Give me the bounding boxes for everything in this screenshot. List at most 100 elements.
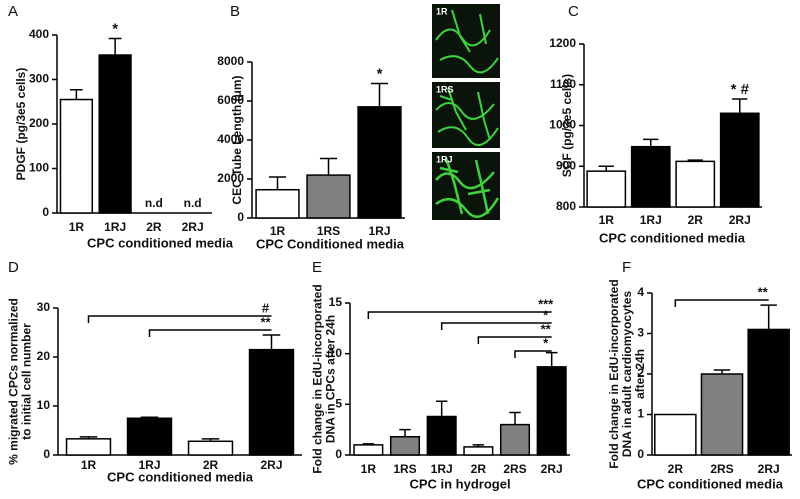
x-tick-label: 1R xyxy=(599,213,615,227)
x-axis-title: CPC conditioned media xyxy=(637,476,784,491)
bar xyxy=(98,54,132,214)
bar xyxy=(719,112,760,208)
significance-mark: * xyxy=(377,65,383,82)
micrograph xyxy=(432,4,500,78)
y-axis-title: to initial cell number xyxy=(20,323,34,440)
significance-label: ** xyxy=(758,284,769,299)
significance-bracket xyxy=(367,311,552,319)
error-bar xyxy=(598,165,614,172)
y-tick-label: 4000 xyxy=(217,132,244,146)
value-label: n.d xyxy=(145,196,163,210)
error-bar xyxy=(399,428,411,437)
panel-letter: D xyxy=(8,259,19,276)
bar xyxy=(654,413,697,456)
y-tick-label: 2 xyxy=(637,366,644,380)
y-tick-label: 5 xyxy=(335,397,342,411)
error-bar xyxy=(370,82,389,107)
tube-network xyxy=(435,87,499,147)
significance-label: * xyxy=(543,335,549,350)
bar xyxy=(463,446,494,456)
tube-network xyxy=(435,157,500,218)
error-bar xyxy=(643,138,659,147)
y-tick-label: 30 xyxy=(37,300,51,314)
bar xyxy=(187,440,234,456)
error-bar xyxy=(545,351,558,367)
y-tick-label: 200 xyxy=(29,116,49,130)
x-tick-label: 1RJ xyxy=(431,462,453,476)
error-bar xyxy=(472,444,485,447)
bar xyxy=(255,188,300,219)
y-tick-label: 0 xyxy=(42,205,49,219)
y-tick-label: 800 xyxy=(556,199,576,213)
significance-mark: * xyxy=(112,21,118,38)
x-tick-label: 2R xyxy=(203,458,219,472)
x-tick-label: 1RJ xyxy=(138,458,160,472)
y-tick-label: 900 xyxy=(556,158,576,172)
significance-bracket xyxy=(514,350,552,358)
y-tick-label: 6000 xyxy=(217,93,244,107)
bar xyxy=(248,348,295,456)
image-label: 1RS xyxy=(436,84,454,94)
image-label: 1RJ xyxy=(436,154,453,164)
y-axis-title: CEC Tube Length (μm) xyxy=(230,75,244,204)
x-tick-label: 2RJ xyxy=(729,213,751,227)
y-tick-label: 15 xyxy=(329,295,343,309)
bar xyxy=(700,373,744,456)
bar xyxy=(306,174,351,219)
error-bar xyxy=(319,157,338,176)
x-tick-label: 2RJ xyxy=(541,462,563,476)
x-axis-title: CPC conditioned media xyxy=(87,235,234,250)
y-axis-title: % migrated CPCs normalized xyxy=(7,298,21,465)
x-tick-label: 1R xyxy=(69,220,85,234)
bar xyxy=(59,98,94,214)
y-tick-label: 1 xyxy=(637,407,644,421)
error-bar xyxy=(435,400,448,417)
y-tick-label: 0 xyxy=(335,447,342,461)
panel-letter: C xyxy=(568,3,579,20)
y-tick-label: 300 xyxy=(29,72,49,86)
y-axis-title: DNA in CPCs after 24h xyxy=(324,315,338,443)
significance-label: ** xyxy=(541,321,552,336)
x-tick-label: 2RJ xyxy=(260,458,282,472)
significance-label: *** xyxy=(538,296,554,311)
bar xyxy=(499,423,531,456)
significance-label: * xyxy=(543,307,549,322)
error-bar xyxy=(268,176,287,190)
x-axis-title: CPC Conditioned media xyxy=(256,236,405,251)
y-tick-label: 400 xyxy=(29,27,49,41)
y-tick-label: 3 xyxy=(637,326,644,340)
y-axis-title: Fold change in EdU-incorporated xyxy=(607,279,621,468)
y-tick-label: 0 xyxy=(637,447,644,461)
significance-label: # xyxy=(262,300,270,315)
error-bar xyxy=(732,98,748,114)
y-axis-title: after 24h xyxy=(633,349,647,399)
error-bar xyxy=(79,436,98,439)
x-tick-label: 2RS xyxy=(503,462,526,476)
significance-bracket xyxy=(477,336,552,344)
significance-mark: * # xyxy=(731,81,750,98)
bar xyxy=(630,145,671,208)
error-bar xyxy=(509,411,521,425)
y-tick-label: 2000 xyxy=(217,171,244,185)
panel-letter: E xyxy=(312,259,322,276)
bar xyxy=(586,170,627,208)
panel-letter: A xyxy=(8,3,18,20)
error-bar xyxy=(70,88,83,100)
error-bar xyxy=(687,159,703,162)
bar xyxy=(536,366,567,456)
tube-network xyxy=(435,9,499,74)
significance-bracket xyxy=(148,329,272,337)
image-label: 1R xyxy=(436,6,448,16)
error-bar xyxy=(760,304,777,330)
significance-bracket xyxy=(440,322,552,330)
x-tick-label: 1RJ xyxy=(640,213,662,227)
y-tick-label: 100 xyxy=(29,161,49,175)
x-axis-title: CPC conditioned media xyxy=(599,230,746,245)
bar xyxy=(675,160,716,208)
y-axis-title: PDGF (pg/3e5 cells) xyxy=(14,68,28,181)
panel-letter: F xyxy=(622,259,631,276)
bar xyxy=(65,438,112,456)
x-tick-label: 2RJ xyxy=(182,220,204,234)
y-tick-label: 0 xyxy=(237,210,244,224)
